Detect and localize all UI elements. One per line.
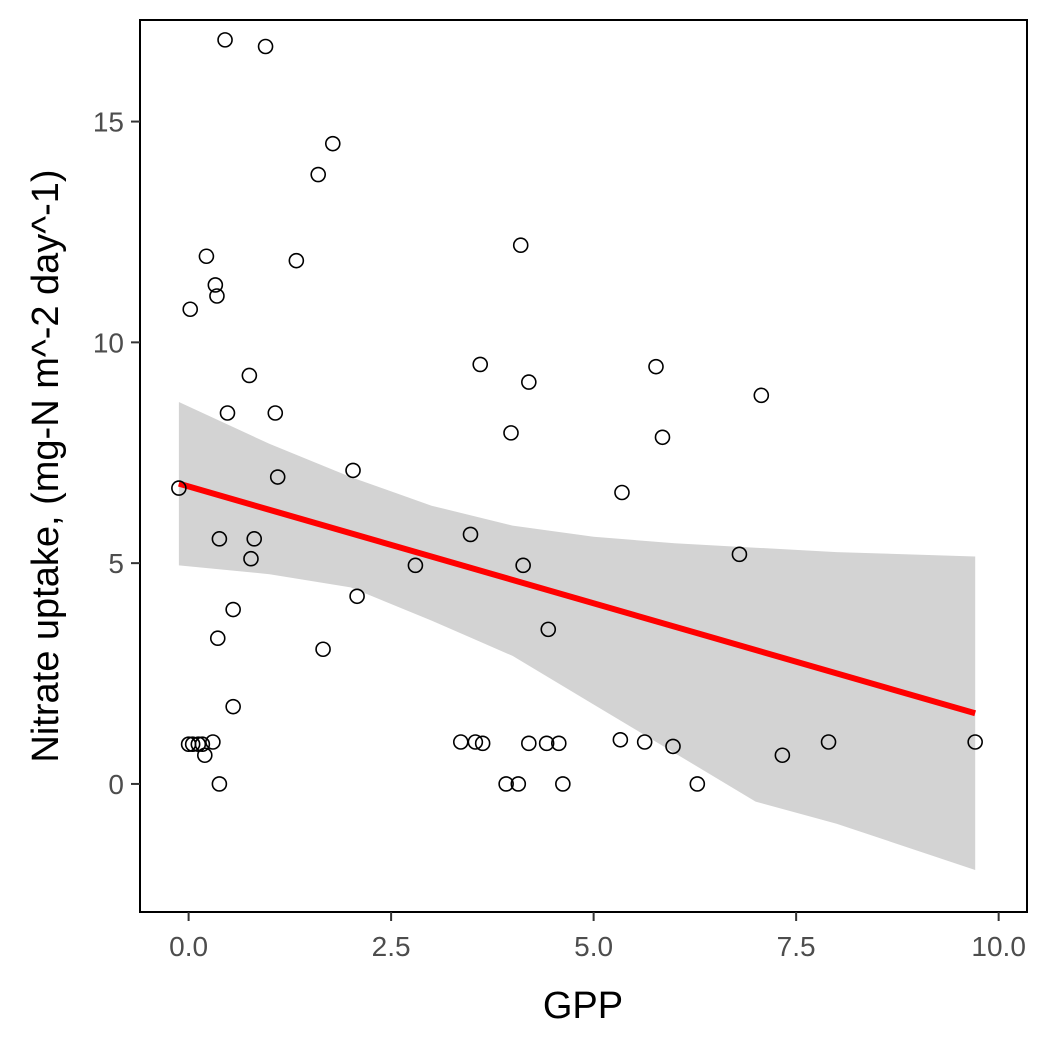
data-point — [219, 405, 236, 421]
y-tick-label: 15 — [93, 107, 124, 138]
data-point — [512, 237, 529, 254]
data-point — [555, 776, 571, 792]
y-tick-label: 10 — [93, 327, 124, 358]
data-point — [241, 367, 258, 384]
trend-line — [178, 480, 976, 717]
y-tick-label: 0 — [108, 769, 124, 800]
data-point — [184, 736, 201, 752]
data-point — [194, 736, 211, 752]
data-point — [182, 301, 199, 318]
data-point — [521, 735, 537, 752]
x-axis-ticks: 0.0 2.5 5.0 7.5 10.0 — [169, 912, 1026, 962]
data-point — [324, 135, 341, 152]
x-tick-label: 10.0 — [971, 931, 1026, 962]
data-point — [225, 698, 241, 715]
data-point — [209, 288, 225, 304]
data-point — [467, 734, 484, 750]
data-point — [407, 557, 424, 574]
data-point — [967, 734, 983, 750]
data-point — [820, 734, 837, 750]
data-point — [257, 38, 274, 55]
data-point — [197, 747, 213, 764]
data-point — [225, 601, 241, 618]
data-point — [246, 531, 263, 547]
x-tick-label: 5.0 — [574, 931, 613, 962]
data-point — [472, 356, 489, 373]
trend-line-layer — [178, 480, 976, 717]
data-point — [205, 734, 221, 750]
data-point — [315, 641, 331, 658]
data-point — [774, 747, 791, 764]
data-point — [211, 776, 228, 792]
x-axis-title: GPP — [543, 985, 623, 1027]
x-tick-label: 0.0 — [169, 931, 208, 962]
data-point — [510, 776, 527, 792]
plot-panel-border — [139, 19, 1028, 913]
data-point — [462, 526, 479, 543]
data-point — [474, 735, 491, 752]
data-point — [171, 480, 187, 496]
data-point — [198, 248, 215, 265]
data-point — [538, 735, 555, 752]
data-point — [540, 621, 557, 638]
data-point — [503, 425, 519, 441]
y-tick-label: 5 — [108, 548, 124, 579]
data-point — [636, 734, 653, 750]
data-point — [207, 277, 224, 293]
x-tick-label: 2.5 — [372, 931, 411, 962]
data-point — [648, 358, 664, 375]
y-axis-title: Nitrate uptake, (mg-N m^-2 day^-1) — [25, 169, 67, 762]
points-layer — [171, 32, 983, 792]
data-point — [654, 429, 671, 446]
data-point — [665, 738, 681, 755]
data-point — [498, 776, 514, 792]
data-point — [310, 166, 327, 183]
data-point — [612, 731, 629, 748]
data-point — [209, 630, 226, 647]
data-point — [550, 735, 567, 752]
x-tick-label: 7.5 — [777, 931, 816, 962]
data-point — [689, 776, 706, 792]
data-point — [269, 469, 286, 485]
data-point — [288, 252, 305, 269]
data-point — [731, 546, 748, 563]
data-point — [753, 387, 770, 404]
data-point — [217, 32, 233, 48]
data-point — [521, 374, 537, 390]
data-point — [345, 462, 361, 479]
data-point — [211, 531, 228, 547]
data-point — [515, 557, 531, 574]
data-point — [267, 405, 284, 421]
y-axis-ticks: 0 5 10 15 — [93, 107, 140, 800]
data-point — [349, 588, 365, 605]
data-point — [243, 550, 259, 567]
data-point — [614, 484, 630, 501]
